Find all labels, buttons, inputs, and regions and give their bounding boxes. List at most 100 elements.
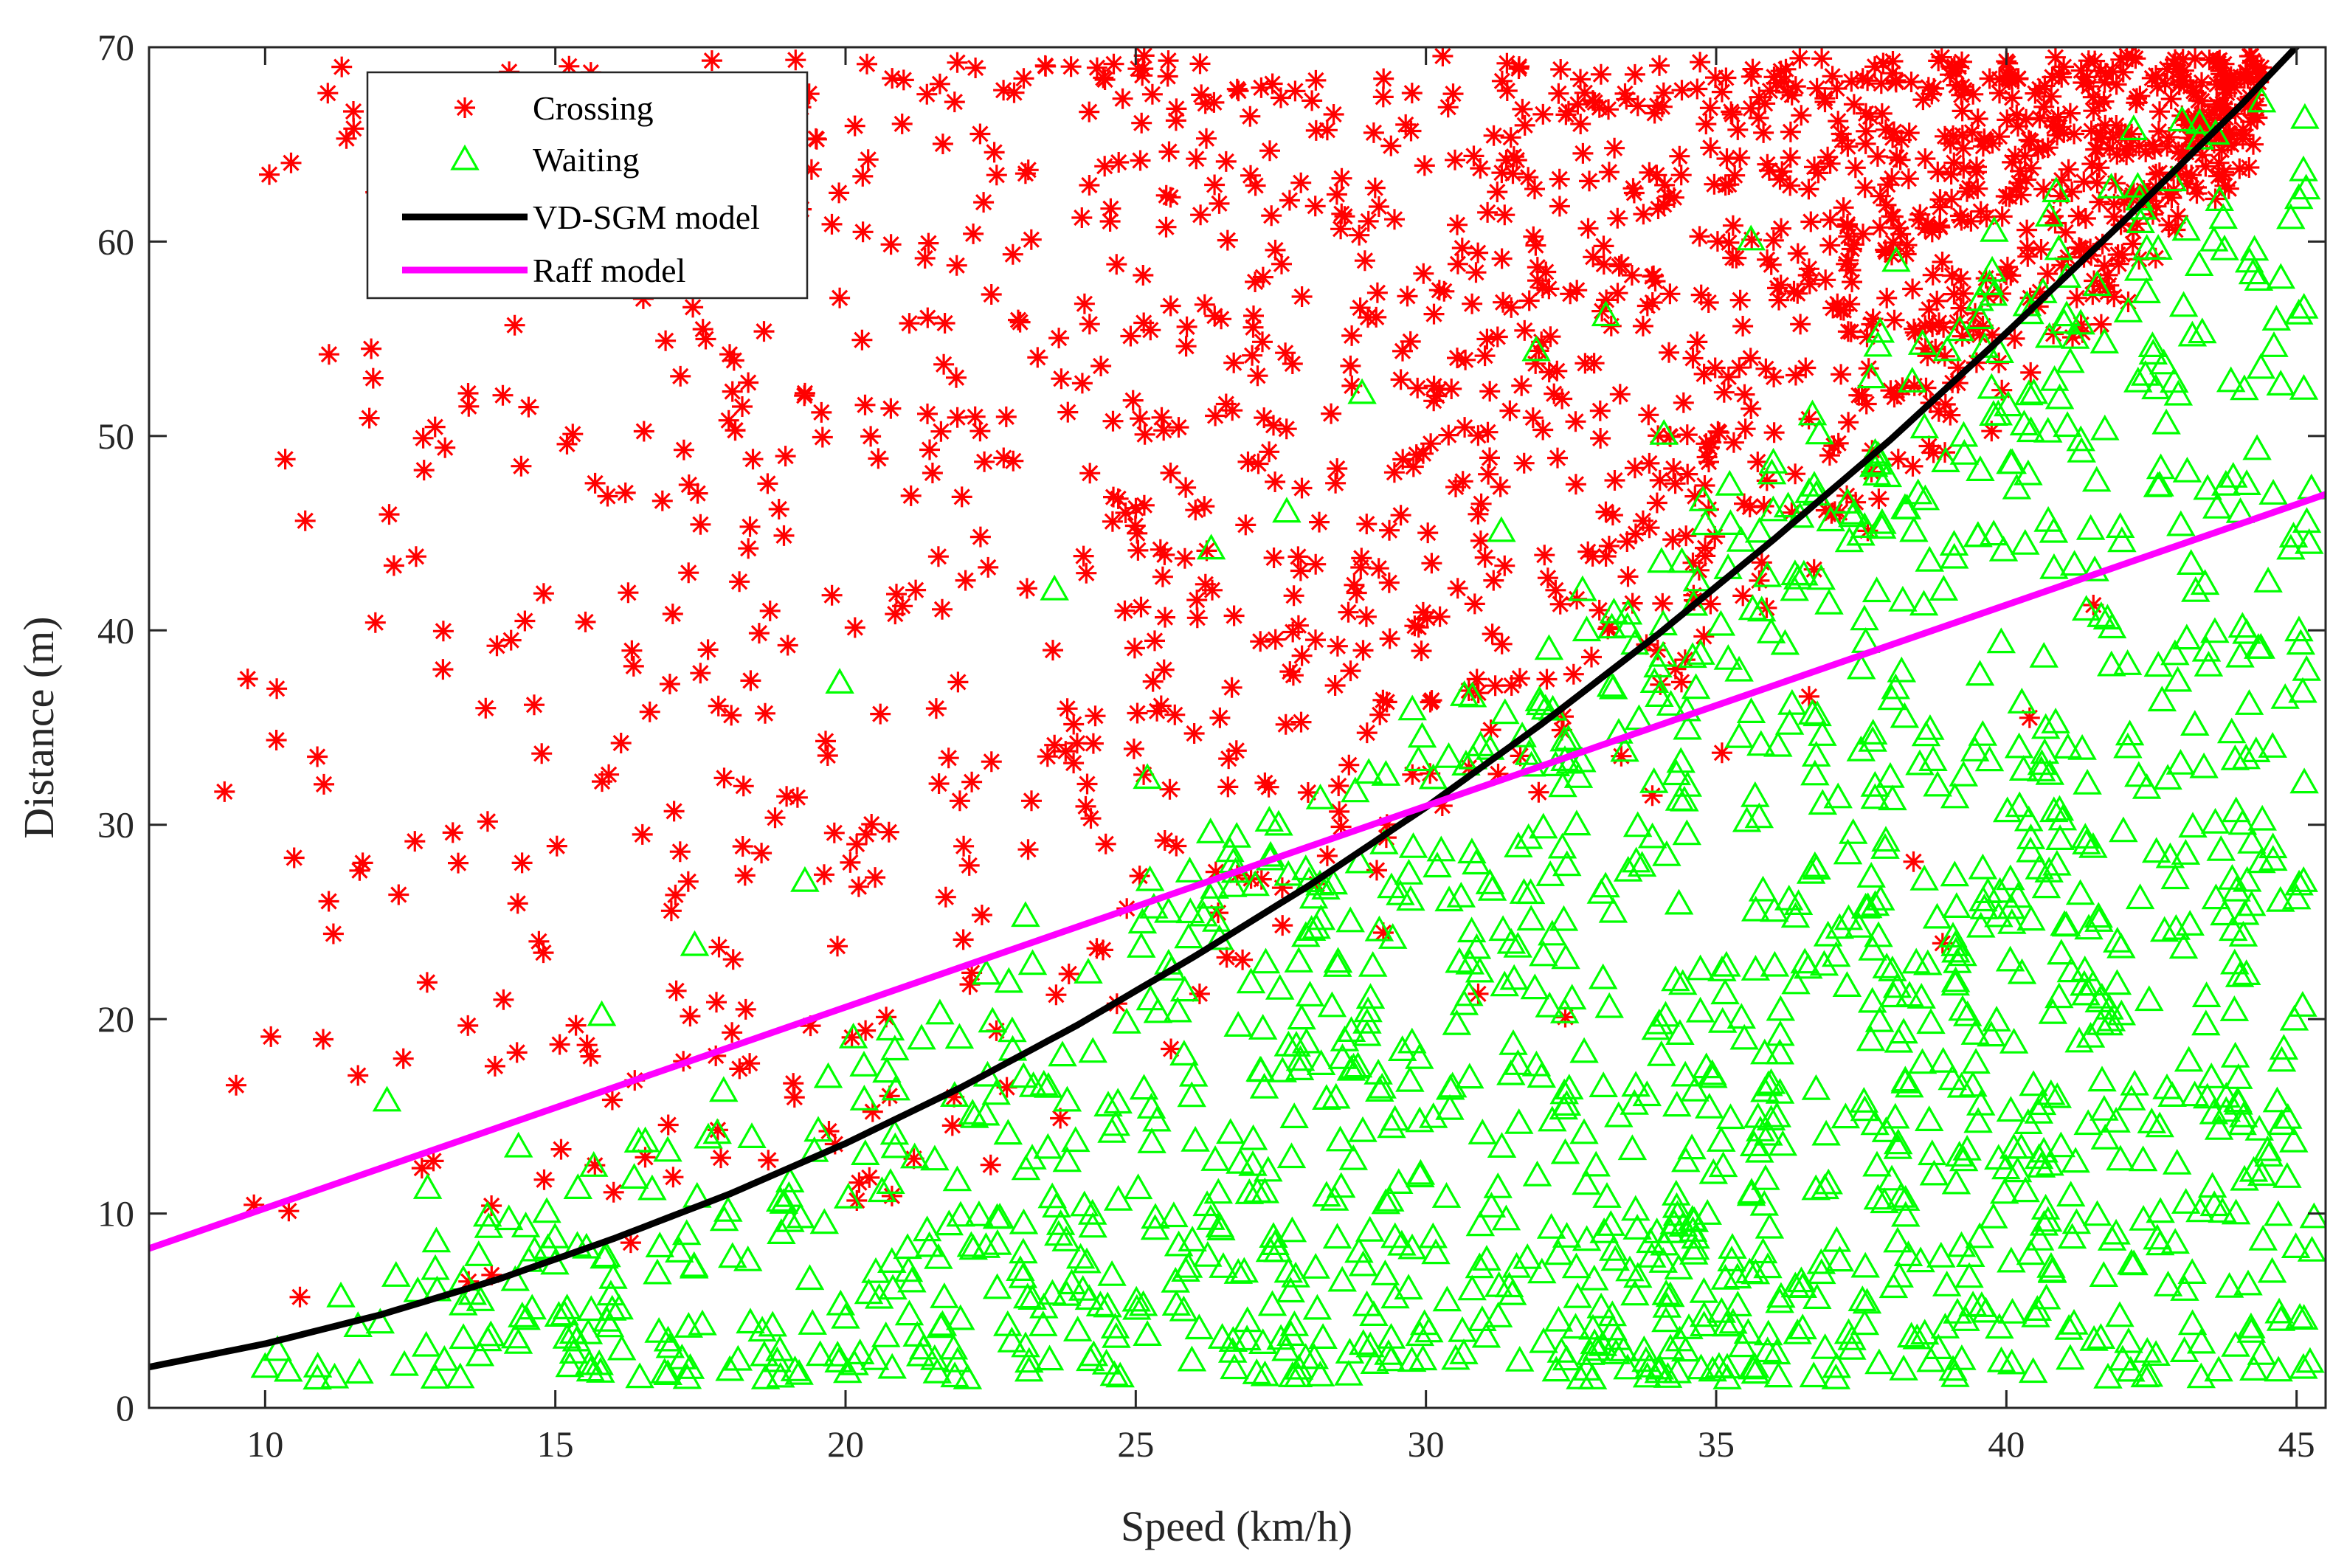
- crossing-point: [1898, 122, 1920, 144]
- legend-waiting-marker: [450, 144, 480, 170]
- waiting-point: [1656, 1281, 1685, 1308]
- waiting-point: [1708, 1151, 1738, 1178]
- waiting-point: [2193, 474, 2222, 500]
- crossing-point: [2059, 103, 2081, 124]
- crossing-point: [944, 1086, 965, 1108]
- waiting-point: [1652, 840, 1681, 866]
- crossing-point: [2032, 138, 2053, 159]
- waiting-point: [2153, 764, 2182, 790]
- waiting-point: [1017, 949, 1048, 975]
- waiting-point: [2026, 756, 2056, 782]
- crossing-point: [1563, 663, 1584, 685]
- waiting-point: [1052, 1085, 1082, 1112]
- waiting-point: [1847, 1285, 1878, 1312]
- waiting-point: [1322, 1223, 1352, 1249]
- waiting-point: [1249, 1072, 1279, 1099]
- waiting-point: [1977, 255, 2007, 282]
- waiting-point: [994, 967, 1024, 993]
- crossing-point: [511, 852, 533, 874]
- crossing-point: [2195, 156, 2216, 177]
- crossing-point: [893, 69, 914, 91]
- waiting-point: [1735, 1257, 1765, 1284]
- crossing-point: [2006, 104, 2028, 125]
- waiting-point: [1178, 1060, 1209, 1087]
- waiting-point: [1651, 1279, 1681, 1305]
- crossing-point: [2165, 219, 2186, 241]
- waiting-point: [1997, 1297, 2028, 1324]
- waiting-point: [851, 1139, 880, 1166]
- crossing-point: [1324, 675, 1346, 696]
- crossing-point: [1855, 133, 1876, 154]
- waiting-point: [1652, 1291, 1682, 1318]
- waiting-point: [2082, 1200, 2112, 1226]
- waiting-point: [964, 1200, 994, 1226]
- crossing-point: [1715, 175, 1736, 196]
- crossing-point: [848, 1172, 870, 1193]
- waiting-point: [1762, 1339, 1791, 1365]
- crossing-point: [1124, 638, 1145, 659]
- waiting-point: [2216, 366, 2246, 393]
- waiting-point: [1887, 656, 1917, 683]
- crossing-point: [851, 329, 873, 350]
- crossing-point: [1658, 186, 1679, 207]
- crossing-point: [2188, 123, 2208, 145]
- crossing-point: [2094, 255, 2115, 277]
- waiting-point: [1536, 1212, 1566, 1239]
- waiting-point: [849, 1085, 879, 1111]
- crossing-point: [673, 439, 694, 460]
- crossing-point: [1272, 915, 1293, 936]
- waiting-point: [914, 1231, 944, 1257]
- crossing-point: [318, 344, 339, 365]
- waiting-point: [2219, 995, 2250, 1021]
- waiting-point: [2197, 1172, 2227, 1198]
- waiting-point: [1487, 516, 1516, 542]
- waiting-point: [2214, 1271, 2244, 1298]
- crossing-point: [1086, 57, 1107, 78]
- crossing-point: [1704, 357, 1726, 379]
- crossing-point: [1291, 645, 1313, 666]
- waiting-point: [1127, 932, 1156, 958]
- waiting-point: [494, 1204, 524, 1231]
- waiting-point: [1042, 1192, 1071, 1218]
- crossing-point: [1721, 103, 1743, 125]
- waiting-point: [939, 1333, 969, 1360]
- waiting-point: [1938, 1355, 1968, 1381]
- crossing-point: [1509, 56, 1529, 77]
- waiting-point: [1736, 697, 1766, 724]
- crossing-point: [2106, 115, 2127, 136]
- waiting-point: [2011, 1176, 2040, 1203]
- crossing-point: [2193, 114, 2214, 136]
- waiting-point: [1650, 1001, 1681, 1027]
- crossing-point: [1704, 173, 1725, 195]
- crossing-point: [798, 83, 820, 105]
- crossing-point: [1166, 835, 1187, 857]
- waiting-point: [2057, 1223, 2087, 1249]
- crossing-point: [1523, 226, 1544, 247]
- crossing-point: [815, 731, 836, 752]
- waiting-point: [1137, 1127, 1166, 1153]
- waiting-point: [1062, 1316, 1093, 1341]
- crossing-point: [1016, 578, 1037, 599]
- crossing-point: [1338, 601, 1359, 623]
- waiting-point: [1715, 1103, 1746, 1130]
- crossing-point: [678, 474, 699, 495]
- crossing-point: [1423, 376, 1445, 397]
- waiting-point: [473, 1325, 502, 1352]
- waiting-point: [1557, 984, 1587, 1010]
- crossing-point: [1891, 129, 1912, 151]
- crossing-point: [1977, 286, 1999, 307]
- crossing-point: [1358, 210, 1379, 232]
- waiting-point: [1175, 857, 1205, 883]
- waiting-point: [2053, 733, 2083, 759]
- waiting-point: [2289, 1304, 2319, 1330]
- waiting-point: [1017, 1144, 1047, 1170]
- waiting-point: [2242, 434, 2272, 460]
- waiting-point: [2299, 1202, 2326, 1229]
- crossing-point: [1775, 58, 1797, 80]
- crossing-point: [938, 747, 959, 769]
- crossing-point: [1798, 685, 1819, 707]
- waiting-point: [953, 1363, 983, 1389]
- waiting-point: [1380, 1105, 1410, 1131]
- crossing-point: [1218, 748, 1240, 770]
- waiting-point: [960, 1102, 989, 1128]
